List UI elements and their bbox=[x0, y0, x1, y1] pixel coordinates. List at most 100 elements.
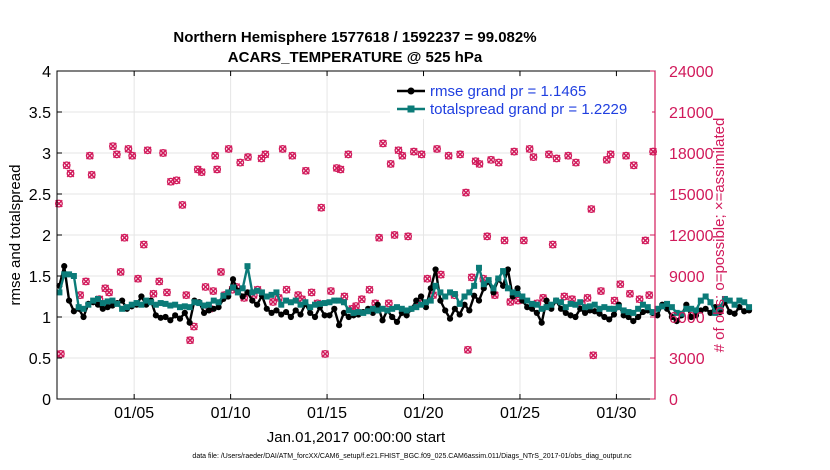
obs-possible-marker bbox=[589, 351, 598, 360]
totalspread-point bbox=[442, 293, 449, 300]
rmse-point bbox=[504, 266, 512, 273]
obs-count-point bbox=[386, 159, 395, 168]
totalspread-point bbox=[56, 289, 63, 296]
totalspread-point bbox=[413, 304, 420, 311]
obs-assimilated-marker bbox=[456, 150, 464, 159]
obs-assimilated-marker bbox=[190, 322, 198, 331]
totalspread-point bbox=[104, 298, 111, 305]
totalspread-point bbox=[80, 305, 87, 312]
rmse-point bbox=[389, 313, 396, 321]
obs-assimilated-marker bbox=[552, 154, 561, 163]
y-right-tick-label: 6000 bbox=[669, 310, 705, 327]
obs-assimilated-marker bbox=[236, 158, 245, 167]
obs-possible-marker bbox=[201, 282, 210, 291]
rmse-point bbox=[427, 285, 434, 292]
totalspread-point bbox=[205, 301, 212, 308]
totalspread-point bbox=[615, 304, 622, 311]
rmse-point bbox=[152, 312, 159, 319]
totalspread-point bbox=[688, 305, 695, 312]
obs-possible-marker bbox=[288, 151, 297, 160]
totalspread-point bbox=[649, 309, 656, 316]
obs-possible-marker bbox=[143, 146, 152, 155]
rmse-point bbox=[673, 318, 680, 325]
obs-count-point bbox=[105, 288, 114, 297]
obs-possible-marker bbox=[120, 233, 129, 242]
obs-assimilated-marker bbox=[134, 274, 142, 283]
obs-count-point bbox=[487, 155, 495, 164]
totalspread-point bbox=[461, 293, 468, 300]
totalspread-point bbox=[220, 292, 227, 299]
obs-count-point bbox=[307, 288, 316, 297]
obs-assimilated-marker bbox=[101, 284, 110, 293]
obs-assimilated-marker bbox=[375, 233, 383, 242]
totalspread-point bbox=[85, 301, 92, 308]
obs-assimilated-marker bbox=[572, 158, 580, 167]
obs-count-point bbox=[560, 292, 569, 301]
totalspread-point bbox=[721, 295, 728, 302]
obs-possible-marker bbox=[124, 144, 133, 153]
totalspread-point bbox=[312, 301, 319, 308]
obs-assimilated-marker bbox=[159, 149, 167, 157]
obs-possible-marker bbox=[159, 149, 168, 157]
totalspread-point bbox=[664, 300, 671, 307]
obs-count-point bbox=[159, 149, 168, 157]
totalspread-point bbox=[162, 300, 169, 307]
totalspread-point bbox=[201, 302, 208, 309]
obs-count-point bbox=[139, 240, 148, 249]
obs-assimilated-marker bbox=[66, 169, 75, 178]
rmse-point bbox=[157, 314, 164, 321]
obs-count-point bbox=[213, 165, 222, 174]
rmse-point bbox=[109, 302, 116, 309]
rmse-point bbox=[326, 312, 333, 319]
totalspread-point bbox=[191, 299, 198, 306]
obs-assimilated-marker bbox=[423, 274, 432, 283]
totalspread-point bbox=[533, 301, 540, 308]
y-right-tick-label: 9000 bbox=[669, 269, 705, 286]
rmse-point bbox=[297, 311, 304, 318]
rmse-point bbox=[731, 310, 738, 317]
obs-count-point bbox=[209, 287, 218, 295]
rmse-point bbox=[514, 285, 521, 292]
obs-possible-marker bbox=[409, 147, 418, 156]
y-left-tick-label: 1 bbox=[42, 310, 51, 327]
obs-count-point bbox=[417, 150, 426, 159]
obs-count-point bbox=[197, 168, 206, 177]
obs-count-point bbox=[224, 144, 233, 153]
rmse-point bbox=[557, 305, 565, 312]
x-axis-label: Jan.01,2017 00:00:00 start bbox=[267, 429, 446, 446]
obs-assimilated-marker bbox=[386, 160, 395, 168]
obs-count-point bbox=[85, 151, 94, 160]
obs-assimilated-marker bbox=[629, 161, 638, 170]
totalspread-point bbox=[697, 297, 704, 304]
obs-possible-marker bbox=[462, 188, 470, 197]
obs-count-point bbox=[629, 161, 638, 170]
obs-possible-marker bbox=[261, 150, 270, 159]
obs-assimilated-marker bbox=[641, 236, 650, 245]
obs-assimilated-marker bbox=[288, 151, 297, 160]
obs-count-point bbox=[645, 291, 654, 300]
obs-count-point bbox=[500, 236, 509, 245]
obs-possible-marker bbox=[190, 322, 198, 331]
obs-count-point bbox=[635, 295, 644, 304]
obs-count-point bbox=[211, 151, 220, 160]
obs-possible-marker bbox=[155, 277, 164, 286]
obs-assimilated-marker bbox=[294, 291, 302, 299]
obs-count-point bbox=[317, 203, 326, 212]
obs-count-point bbox=[467, 273, 476, 282]
rmse-point bbox=[461, 301, 468, 308]
obs-count-point bbox=[326, 287, 335, 295]
obs-count-point bbox=[552, 154, 561, 163]
totalspread-point bbox=[683, 305, 690, 312]
obs-assimilated-marker bbox=[217, 268, 225, 276]
obs-count-point bbox=[112, 150, 121, 159]
obs-assimilated-marker bbox=[139, 240, 148, 249]
totalspread-point bbox=[307, 304, 314, 311]
obs-count-point bbox=[116, 267, 125, 276]
y-left-tick-label: 3 bbox=[42, 146, 51, 163]
obs-count-point bbox=[236, 158, 245, 167]
rmse-point bbox=[268, 309, 275, 316]
rmse-point bbox=[307, 309, 314, 316]
obs-possible-marker bbox=[134, 274, 142, 283]
obs-possible-marker bbox=[116, 267, 125, 276]
totalspread-point bbox=[302, 299, 309, 306]
